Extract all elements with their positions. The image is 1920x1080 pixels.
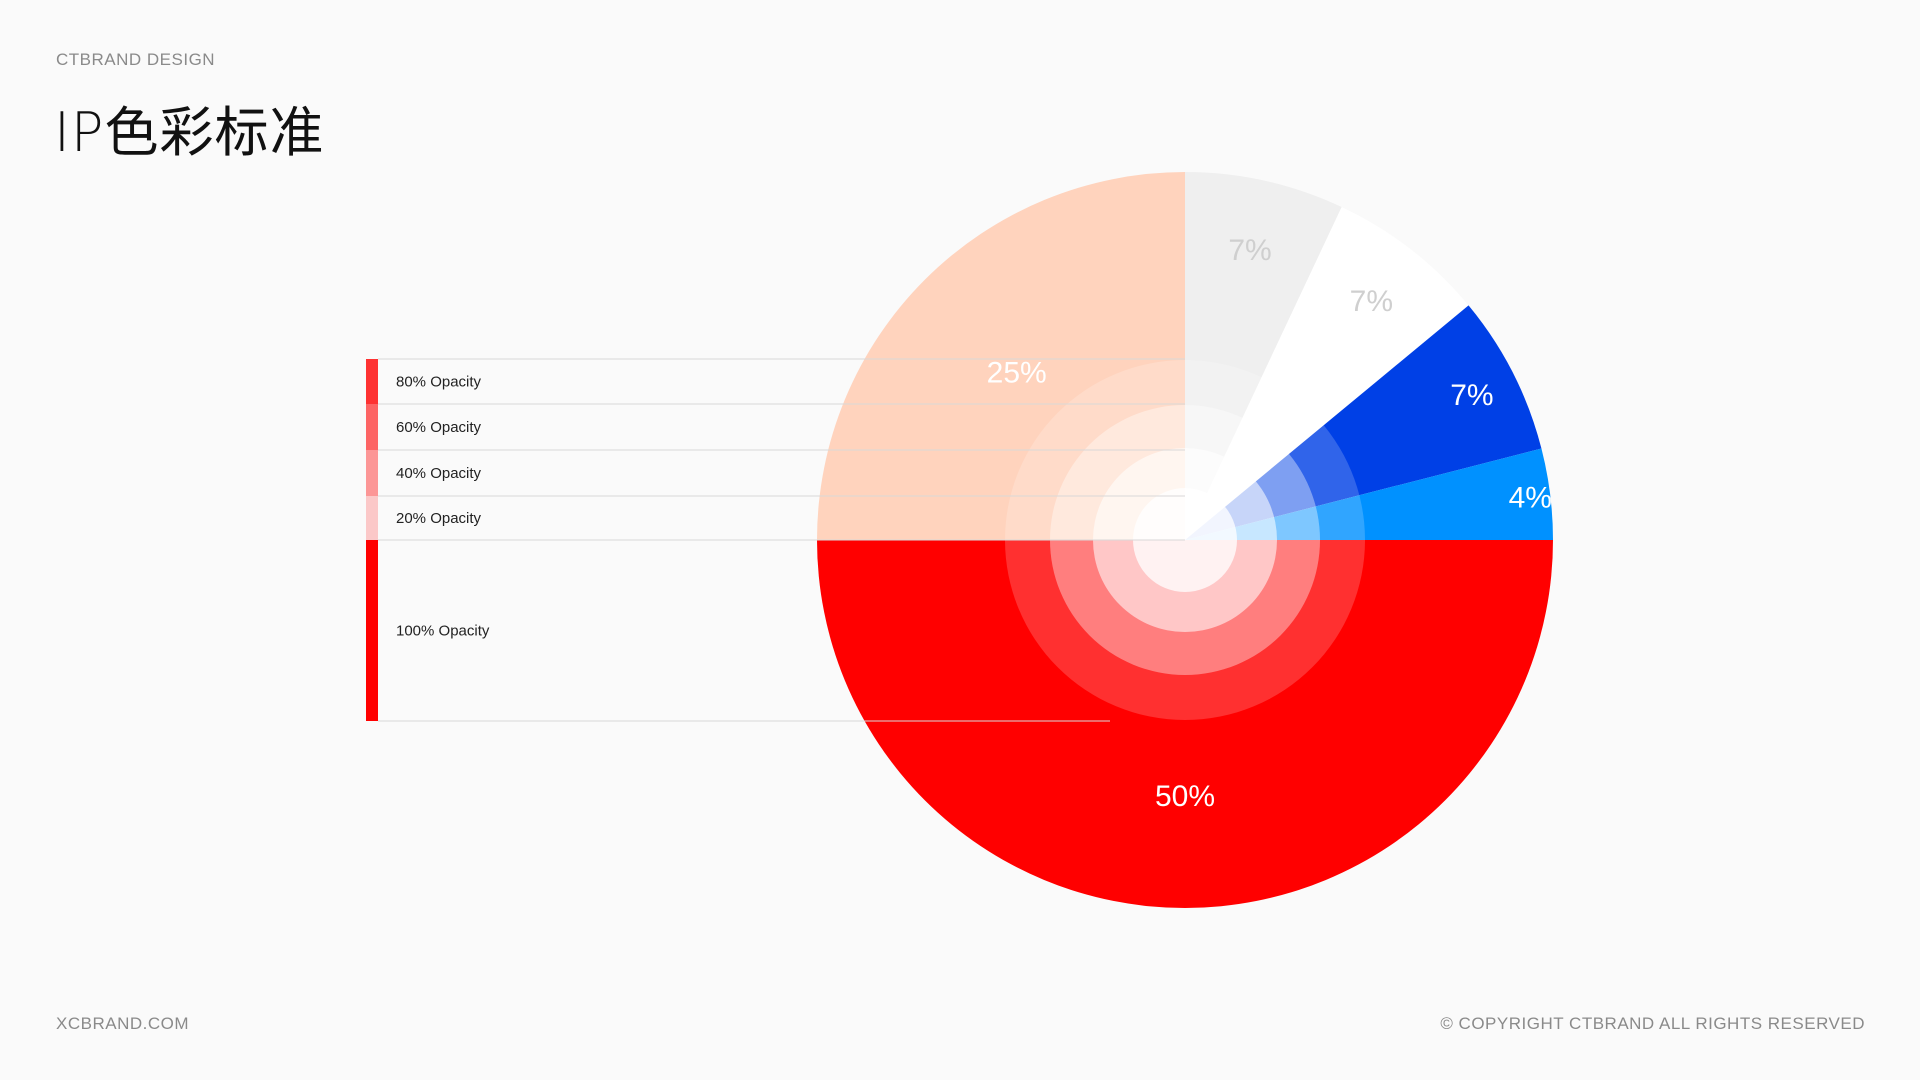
legend-label-4: 20% Opacity xyxy=(396,510,482,527)
legend-swatch-1 xyxy=(366,359,378,404)
slice-label-6: 4% xyxy=(1509,481,1552,514)
legend-label-3: 40% Opacity xyxy=(396,465,482,482)
slice-label-1: 50% xyxy=(1155,780,1215,813)
pie-slice-5 xyxy=(1185,305,1542,540)
legend-swatch-4 xyxy=(366,496,378,540)
slice-label-3: 7% xyxy=(1228,234,1271,267)
legend-swatch-2 xyxy=(366,404,378,450)
slice-label-5: 7% xyxy=(1450,379,1493,412)
brand-header: CTBRAND DESIGN xyxy=(56,50,216,69)
footer-copyright: © COPYRIGHT CTBRAND ALL RIGHTS RESERVED xyxy=(1440,1014,1865,1033)
footer-website: XCBRAND.COM xyxy=(56,1014,190,1033)
pie-slices xyxy=(817,172,1553,908)
legend-label-5: 100% Opacity xyxy=(396,623,490,640)
page-title: IP色彩标准 xyxy=(54,101,325,164)
legend-swatch-3 xyxy=(366,450,378,496)
pie-slice-6 xyxy=(1185,448,1553,540)
pie-slice-2 xyxy=(817,172,1185,540)
legend-label-2: 60% Opacity xyxy=(396,419,482,436)
slice-label-4: 7% xyxy=(1350,285,1393,318)
slice-labels: 50% 25% 7% 7% 7% 4% xyxy=(987,234,1552,813)
slice-label-2: 25% xyxy=(987,357,1047,390)
legend-swatch-5 xyxy=(366,540,378,721)
pie-slice-3 xyxy=(1185,172,1342,540)
pie-slice-1 xyxy=(817,540,1553,908)
pie-slice-4 xyxy=(1185,207,1469,540)
legend-label-1: 80% Opacity xyxy=(396,374,482,391)
legend: 80% Opacity 60% Opacity 40% Opacity 20% Opa… xyxy=(366,358,1185,722)
